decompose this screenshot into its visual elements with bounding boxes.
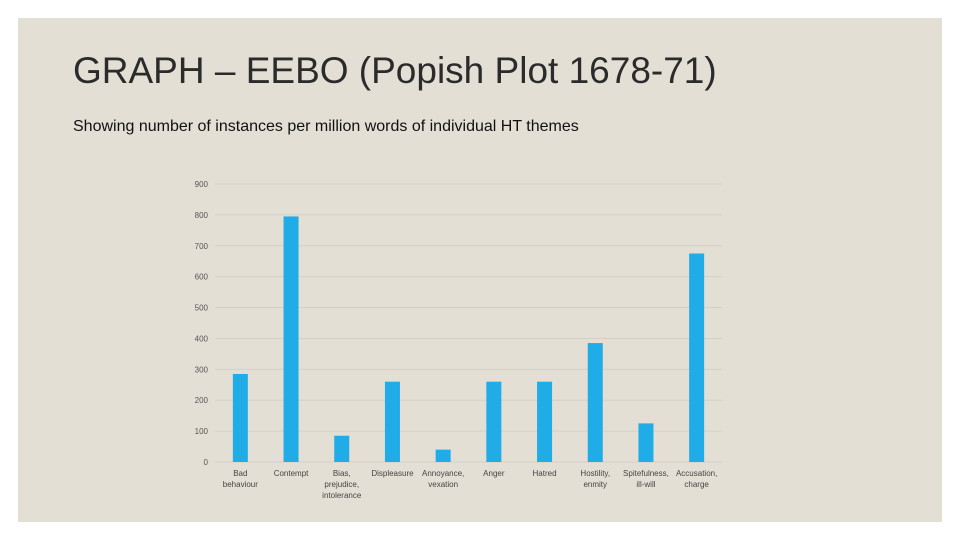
slide-subtitle: Showing number of instances per million … — [73, 118, 579, 135]
x-category-label-line: Anger — [483, 469, 505, 478]
x-category-label: Hatred — [533, 469, 557, 478]
x-category-label-line: charge — [684, 480, 709, 489]
bar-5 — [435, 449, 451, 462]
y-tick-label: 0 — [204, 458, 209, 467]
bar-1 — [232, 373, 248, 462]
x-category-label: Hostility, enmity — [580, 469, 610, 489]
x-category-label-line: Accusation, — [676, 469, 717, 478]
x-category-label-line: Hatred — [533, 469, 557, 478]
slide-title: GRAPH – EEBO (Popish Plot 1678-71) — [73, 50, 717, 91]
bar-6 — [486, 381, 502, 462]
bar-9 — [638, 423, 654, 462]
x-category-label: Spitefulness, ill-will — [623, 469, 669, 489]
x-category-label-line: intolerance — [322, 491, 362, 500]
y-tick-label: 300 — [195, 365, 209, 374]
x-category-label-line: enmity — [583, 480, 607, 489]
x-category-label: Displeasure — [371, 469, 414, 478]
bar-7 — [537, 381, 553, 462]
x-category-label: Contempt — [274, 469, 309, 478]
bar-8 — [587, 343, 603, 462]
y-tick-label: 400 — [195, 334, 209, 343]
bar-2 — [283, 216, 299, 462]
bar-4 — [384, 381, 400, 462]
y-tick-label: 600 — [195, 273, 209, 282]
x-category-label: Annoyance, vexation — [422, 469, 464, 489]
x-category-label-line: Bad — [233, 469, 247, 478]
x-category-label: Bias, prejudice, intolerance — [322, 469, 362, 500]
x-category-label-line: Hostility, — [580, 469, 610, 478]
x-category-label-line: Bias, — [333, 469, 351, 478]
x-category-label-line: vexation — [428, 480, 458, 489]
x-category-label-line: ill-will — [636, 480, 655, 489]
x-category-label-line: Annoyance, — [422, 469, 464, 478]
x-category-label: Bad behaviour — [223, 469, 258, 489]
slide-background — [18, 18, 942, 522]
x-category-label: Anger — [483, 469, 505, 478]
x-category-label-line: Displeasure — [371, 469, 414, 478]
y-tick-label: 700 — [195, 242, 209, 251]
bar-10 — [689, 253, 705, 462]
x-category-label: Accusation, charge — [676, 469, 717, 489]
y-tick-label: 200 — [195, 396, 209, 405]
x-category-label-line: Contempt — [274, 469, 309, 478]
x-category-label-line: Spitefulness, — [623, 469, 669, 478]
x-category-label-line: behaviour — [223, 480, 258, 489]
y-tick-label: 500 — [195, 304, 209, 313]
bar-3 — [334, 435, 350, 462]
y-tick-label: 100 — [195, 427, 209, 436]
x-category-label-line: prejudice, — [324, 480, 359, 489]
y-tick-label: 800 — [195, 211, 209, 220]
y-tick-label: 900 — [195, 180, 209, 189]
